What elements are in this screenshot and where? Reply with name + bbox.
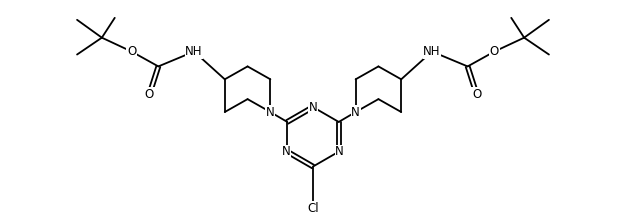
Text: N: N: [309, 101, 317, 114]
Text: N: N: [351, 106, 360, 119]
Text: Cl: Cl: [307, 202, 319, 215]
Text: N: N: [282, 145, 290, 158]
Text: N: N: [336, 145, 344, 158]
Text: O: O: [127, 45, 136, 58]
Text: O: O: [145, 88, 154, 101]
Text: O: O: [490, 45, 499, 58]
Text: NH: NH: [185, 45, 203, 58]
Text: N: N: [266, 106, 275, 119]
Text: O: O: [472, 88, 481, 101]
Text: NH: NH: [423, 45, 441, 58]
